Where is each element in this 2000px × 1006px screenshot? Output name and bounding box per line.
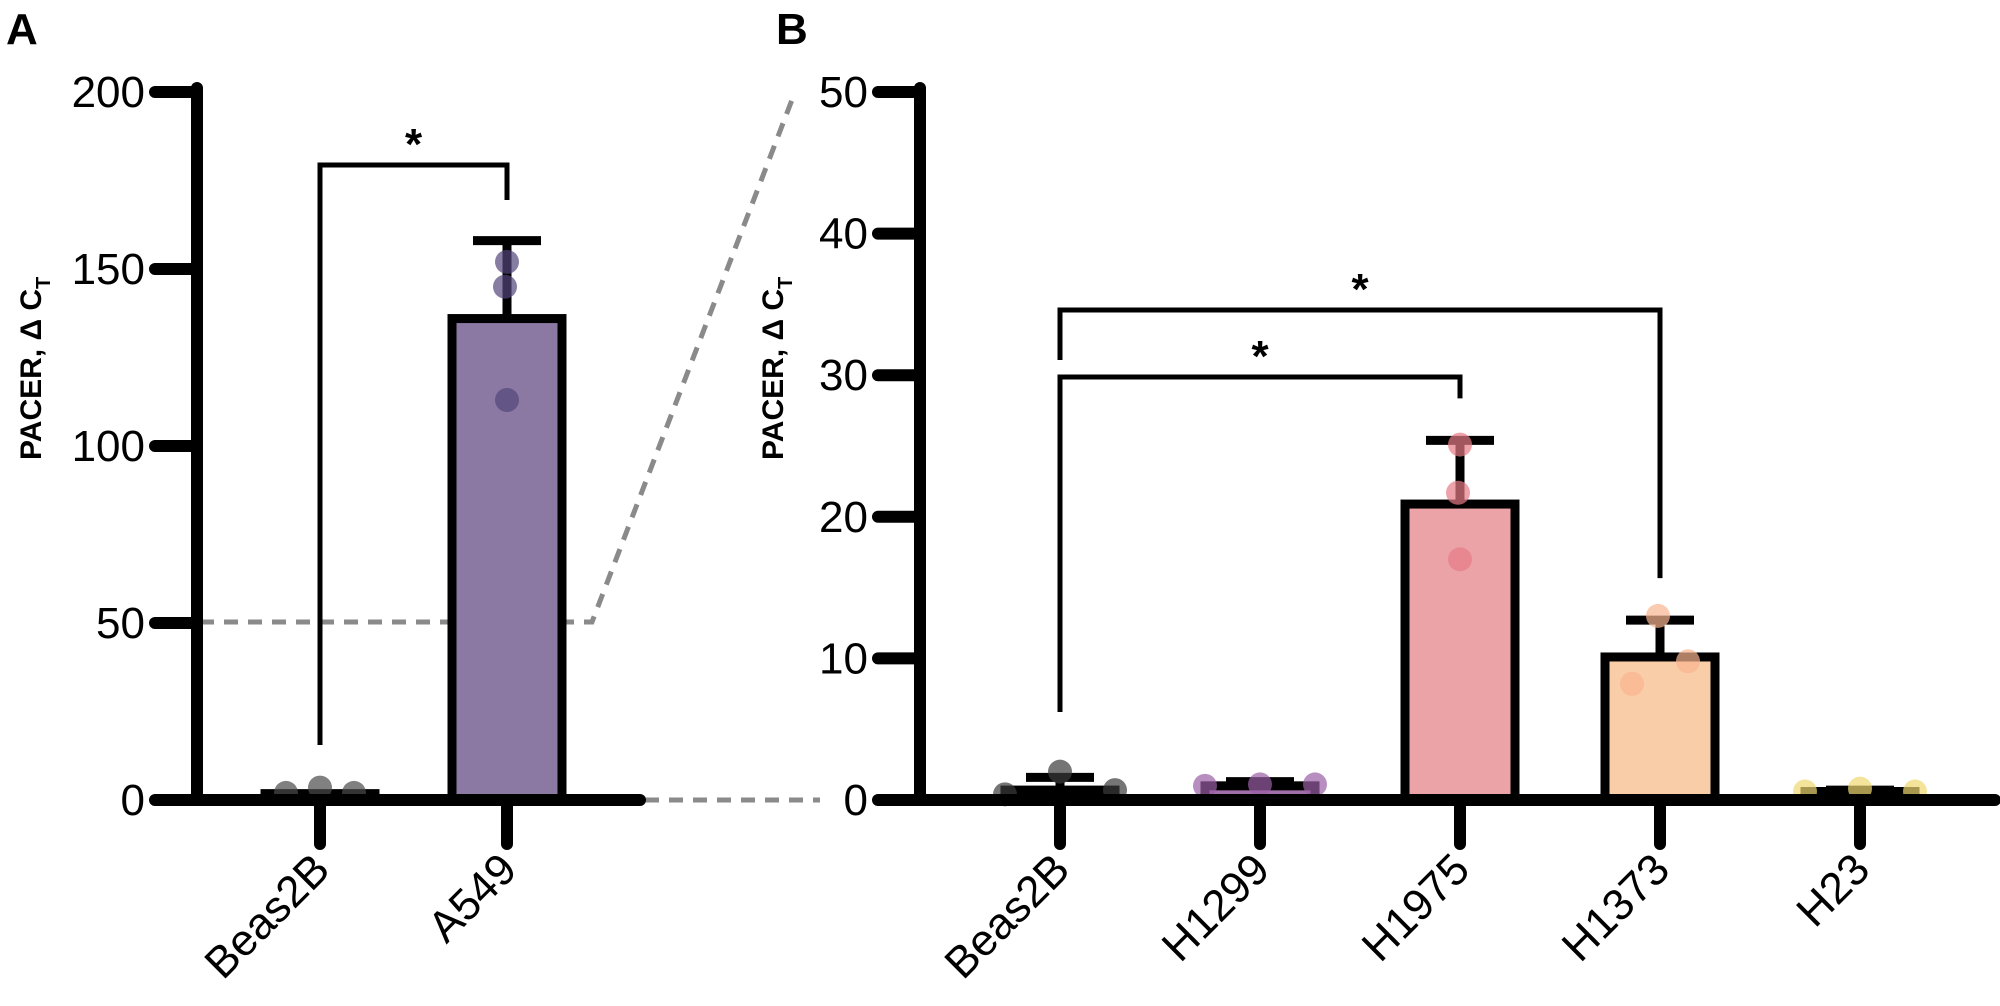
data-point-h1299: [1303, 772, 1327, 797]
panel-a-label: A: [6, 5, 38, 54]
panel-a-ylabel: PACER, Δ CT: [15, 277, 55, 460]
significance-bracket: [317, 162, 510, 745]
zoom-connector: [152, 91, 820, 803]
x-tick-label-h1299: H1299: [1153, 844, 1279, 970]
x-tick-label-beas2b: Beas2B: [935, 844, 1079, 988]
x-tick-label-beas2b: Beas2B: [195, 844, 339, 988]
panel-b-label: B: [776, 5, 808, 54]
x-tick-label-h1975: H1975: [1353, 844, 1479, 970]
data-point-h1299: [1193, 773, 1217, 798]
y-tick-label: 0: [121, 776, 145, 825]
y-tick-label: 150: [72, 245, 145, 294]
x-tick-label-a549: A549: [419, 844, 526, 951]
data-point-a549: [495, 249, 519, 274]
data-point-h1373: [1620, 671, 1644, 696]
y-tick-label: 10: [819, 634, 868, 683]
x-tick-label-h23: H23: [1787, 844, 1879, 936]
y-tick-label: 50: [819, 68, 868, 117]
y-tick-label: 30: [819, 351, 868, 400]
significance-star: *: [1351, 265, 1369, 314]
data-point-a549: [495, 387, 519, 412]
y-tick-label: 0: [844, 776, 868, 825]
y-tick-label: 200: [72, 68, 145, 117]
data-point-h1373: [1676, 649, 1700, 674]
y-tick-label: 20: [819, 493, 868, 542]
y-tick-label: 50: [96, 599, 145, 648]
panel-b-chart: Beas2B H1299 H1975 H1373 H23 0 10 20 30 40 50 * *: [819, 68, 2000, 988]
zoom-guide-upper: [152, 91, 798, 625]
significance-star: *: [1251, 332, 1269, 381]
x-tick-label-h1373: H1373: [1553, 844, 1679, 970]
data-point-h1975: [1446, 480, 1470, 505]
significance-bracket: [1057, 374, 1463, 712]
data-point-h1373: [1646, 603, 1670, 628]
data-point-h1975: [1448, 547, 1472, 572]
significance-star: *: [405, 120, 423, 169]
data-point-h1975: [1448, 432, 1472, 457]
y-tick-label: 40: [819, 210, 868, 259]
y-tick-label: 100: [72, 422, 145, 471]
data-point-beas2b: [1048, 759, 1072, 784]
data-point-a549: [493, 274, 517, 299]
panel-b-ylabel: PACER, Δ CT: [757, 277, 797, 460]
data-point-beas2b: [308, 775, 332, 800]
panel-a-chart: Beas2B A549 0 50 100 150 200 *: [72, 68, 646, 988]
significance-bracket: [1057, 307, 1663, 579]
data-point-h1299: [1248, 772, 1272, 797]
